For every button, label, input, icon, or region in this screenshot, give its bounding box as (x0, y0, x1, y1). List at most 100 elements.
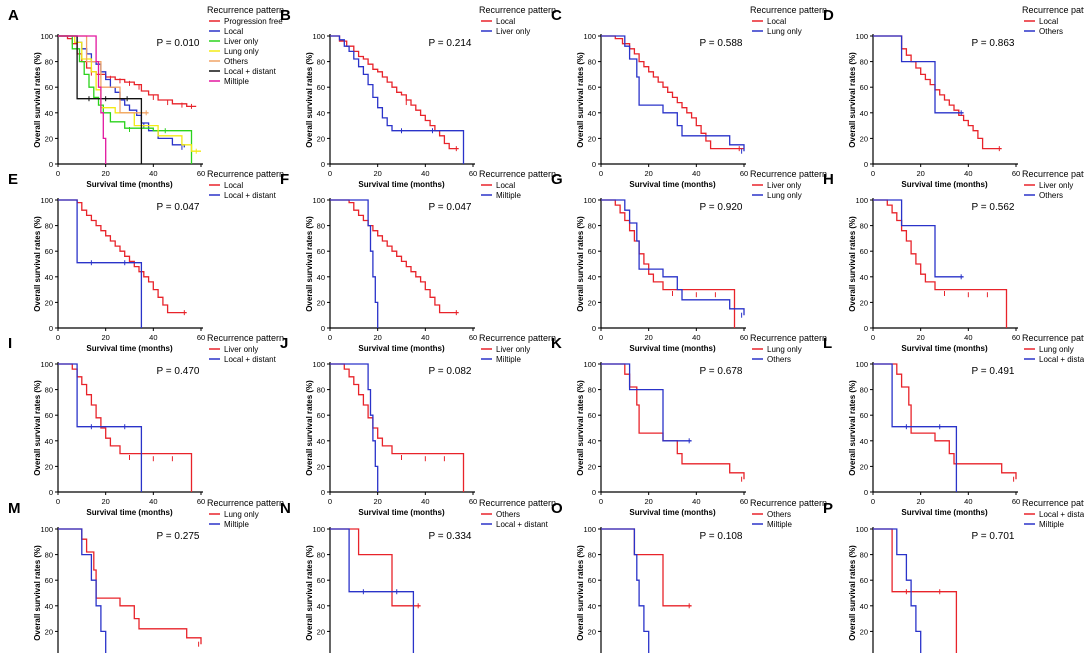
panel-j-y-tick-label: 40 (317, 437, 325, 446)
panel-a-x-tick-label: 60 (197, 169, 205, 178)
panel-d-series-line (873, 35, 1002, 150)
panel-k-series-line (601, 363, 745, 480)
panel-e-legend-title: Recurrence pattern (207, 169, 284, 179)
panel-c-y-tick-label: 0 (592, 160, 596, 169)
panel-a-legend-label: Lung only (224, 47, 259, 56)
panel-l-y-tick-label: 100 (855, 360, 868, 369)
panel-d-y-tick-label: 80 (860, 58, 868, 67)
panel-l-letter: L (823, 335, 832, 352)
panel-c-p-value: P = 0.588 (700, 38, 743, 49)
panel-c-letter: C (551, 7, 562, 24)
panel-i-x-tick-label: 60 (197, 497, 205, 506)
panel-j-y-tick-label: 20 (317, 462, 325, 471)
panel-l-x-axis-title: Survival time (months) (901, 508, 988, 517)
panel-h-x-tick-label: 20 (916, 333, 924, 342)
panel-b-x-tick-label: 40 (421, 169, 429, 178)
panel-m-y-tick-label: 80 (45, 551, 53, 560)
panel-o-y-tick-label: 40 (588, 602, 596, 611)
panel-e-y-tick-label: 80 (45, 222, 53, 231)
panel-l-x-tick-label: 40 (964, 497, 972, 506)
panel-i-y-axis-title: Overall survival rates (%) (33, 380, 42, 476)
panel-j-x-tick-label: 40 (421, 497, 429, 506)
panel-e-y-tick-label: 100 (40, 196, 53, 205)
panel-k-p-value: P = 0.678 (700, 366, 743, 377)
panel-a-y-tick-label: 40 (45, 109, 53, 118)
panel-c-x-axis-title: Survival time (months) (629, 180, 716, 189)
panel-i-y-tick-label: 80 (45, 386, 53, 395)
panel-g-y-tick-label: 60 (588, 247, 596, 256)
panel-b-y-tick-label: 20 (317, 134, 325, 143)
panel-l-y-tick-label: 80 (860, 386, 868, 395)
panel-o: O0204060801000204060Overall survival rat… (551, 498, 827, 658)
panel-b-y-axis-title: Overall survival rates (%) (305, 52, 314, 148)
panel-i-legend-title: Recurrence pattern (207, 333, 284, 343)
panel-g-y-tick-label: 100 (583, 196, 596, 205)
panel-a-legend-label: Liver only (224, 37, 258, 46)
panel-n-y-tick-label: 40 (317, 602, 325, 611)
panel-h-legend-label: Others (1039, 191, 1063, 200)
panel-n-series-line (330, 528, 415, 657)
panel-j-y-tick-label: 80 (317, 386, 325, 395)
panel-f-x-axis-title: Survival time (months) (358, 344, 445, 353)
panel-a-series-line (58, 35, 107, 164)
panel-i-x-tick-label: 0 (56, 497, 60, 506)
panel-a-legend-label: Progression free (224, 17, 283, 26)
panel-k-y-tick-label: 0 (592, 488, 596, 497)
panel-a-legend-label: Miltiple (224, 77, 249, 86)
panel-d-legend-label: Local (1039, 17, 1058, 26)
panel-c-x-tick-label: 40 (692, 169, 700, 178)
panel-f-y-tick-label: 60 (317, 247, 325, 256)
panel-a-letter: A (8, 7, 19, 24)
panel-p-series-line (873, 528, 922, 657)
panel-h-y-tick-label: 20 (860, 298, 868, 307)
panel-l-legend-label: Lung only (1039, 345, 1074, 354)
panel-a-y-tick-label: 60 (45, 83, 53, 92)
panel-f-y-tick-label: 80 (317, 222, 325, 231)
panel-d-p-value: P = 0.863 (972, 38, 1015, 49)
panel-n-letter: N (280, 500, 291, 517)
panel-l-legend-title: Recurrence pattern (1022, 333, 1084, 343)
panel-f-legend-label: Miltiple (496, 191, 521, 200)
panel-a-x-tick-label: 0 (56, 169, 60, 178)
panel-f-x-tick-label: 60 (469, 333, 477, 342)
panel-f-y-tick-label: 0 (321, 324, 325, 333)
panel-d-x-tick-label: 0 (871, 169, 875, 178)
panel-a-y-tick-label: 0 (49, 160, 53, 169)
panel-b-y-tick-label: 100 (312, 32, 325, 41)
panel-a-legend-title: Recurrence pattern (207, 5, 284, 15)
panel-o-legend-label: Miltiple (767, 520, 792, 529)
panel-g-series-line (601, 199, 745, 316)
panel-c-series-line (601, 35, 745, 152)
panel-k-y-tick-label: 40 (588, 437, 596, 446)
panel-n-y-tick-label: 20 (317, 627, 325, 636)
panel-g-x-tick-label: 60 (740, 333, 748, 342)
panel-b-p-value: P = 0.214 (429, 38, 472, 49)
panel-k-x-tick-label: 0 (599, 497, 603, 506)
panel-n-y-tick-label: 80 (317, 551, 325, 560)
panel-j-series-line (330, 363, 379, 492)
panel-i-y-tick-label: 100 (40, 360, 53, 369)
panel-j-letter: J (280, 335, 288, 352)
panel-a-series-line (58, 35, 193, 164)
panel-k-y-tick-label: 100 (583, 360, 596, 369)
panel-g-x-tick-label: 0 (599, 333, 603, 342)
panel-d-x-tick-label: 60 (1012, 169, 1020, 178)
panel-h-y-tick-label: 0 (864, 324, 868, 333)
panel-k-x-tick-label: 20 (644, 497, 652, 506)
panel-e-x-tick-label: 60 (197, 333, 205, 342)
panel-l-y-axis-title: Overall survival rates (%) (848, 380, 857, 476)
panel-n-p-value: P = 0.334 (429, 531, 472, 542)
panel-f-legend-label: Local (496, 181, 515, 190)
panel-m-legend-title: Recurrence pattern (207, 498, 284, 508)
panel-m-y-tick-label: 100 (40, 525, 53, 534)
panel-g-y-tick-label: 80 (588, 222, 596, 231)
panel-g-y-tick-label: 20 (588, 298, 596, 307)
panel-a-x-axis-title: Survival time (months) (86, 180, 173, 189)
panel-g-y-tick-label: 40 (588, 273, 596, 282)
